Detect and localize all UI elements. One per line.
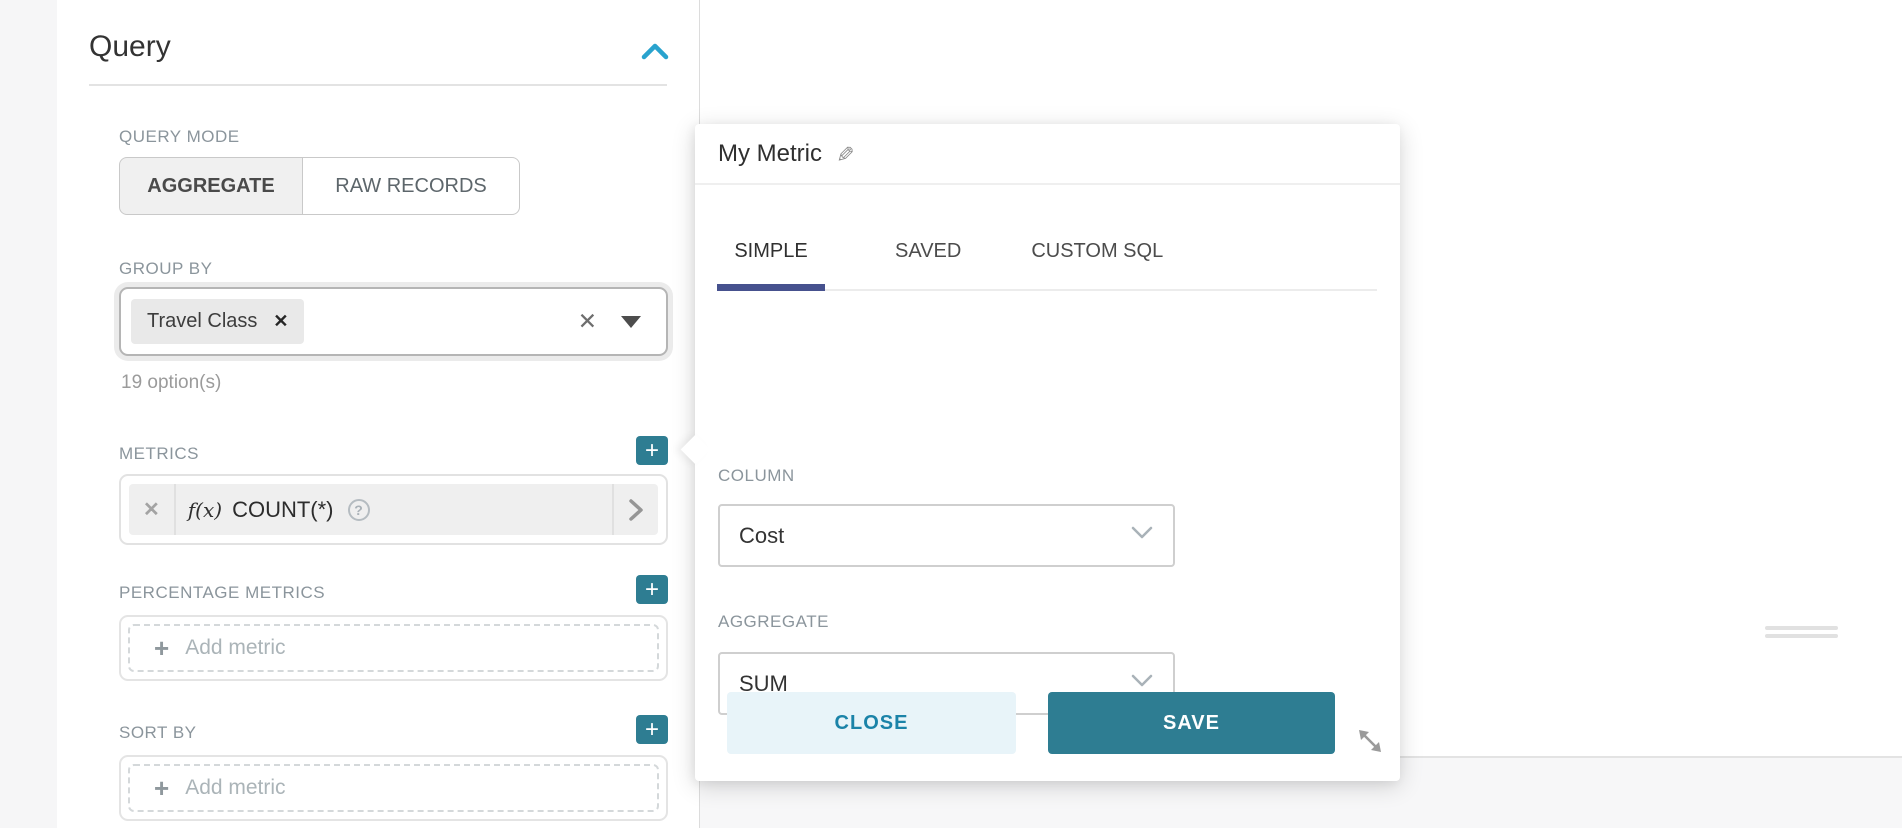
add-metric-dropzone[interactable]: + Add metric [128,624,659,672]
edit-title-pencil-icon[interactable]: ✎ [832,144,858,163]
function-icon: f(x) [187,497,223,522]
left-gutter [0,0,57,828]
sort-by-label: SORT BY [119,723,197,742]
tag-remove-icon[interactable]: ✕ [273,311,289,331]
drag-handle-line [1765,634,1838,638]
group-by-label: GROUP BY [119,259,213,278]
plus-icon: + [154,773,170,803]
metric-remove-icon[interactable]: ✕ [143,499,160,521]
percentage-metrics-label: PERCENTAGE METRICS [119,583,326,602]
popover-resize-handle[interactable] [1355,724,1385,758]
raw-records-mode-button[interactable]: RAW RECORDS [303,157,520,215]
metric-expand-caret-icon[interactable] [627,497,645,523]
add-sort-metric-button[interactable]: + [636,715,668,744]
metric-pill[interactable]: ✕ f(x) COUNT(*) ? [129,484,658,535]
add-percentage-metric-button[interactable]: + [636,575,668,604]
column-select[interactable]: Cost [718,504,1175,567]
panel-drag-handle[interactable] [1765,626,1838,638]
column-label: COLUMN [718,466,795,485]
metric-tabs: SIMPLE SAVED CUSTOM SQL [695,233,1400,291]
query-mode-toggle: AGGREGATE RAW RECORDS [119,157,520,215]
metrics-control: ✕ f(x) COUNT(*) ? [119,474,668,545]
sort-by-control: + Add metric [119,755,668,821]
tabs-border [717,284,1377,291]
pill-divider [173,484,176,535]
popover-header: My Metric ✎ [695,124,1400,185]
save-button[interactable]: SAVE [1048,692,1335,754]
metric-edit-popover: My Metric ✎ SIMPLE SAVED CUSTOM SQL COLU… [680,124,1400,781]
group-by-select[interactable]: Travel Class ✕ ✕ [119,287,668,356]
metrics-label: METRICS [119,444,199,463]
add-metric-placeholder: Add metric [185,636,286,659]
collapse-section-button[interactable] [641,42,669,62]
close-button[interactable]: CLOSE [727,692,1016,754]
active-tab-indicator [717,284,825,291]
options-count: 19 option(s) [121,372,222,393]
group-by-tag: Travel Class ✕ [131,299,305,344]
column-value: Cost [739,522,785,548]
plus-icon: + [644,715,659,743]
chevron-down-icon [1130,673,1154,694]
pill-divider-right [612,484,614,535]
query-section-title: Query [89,30,171,63]
select-caret-down-icon[interactable] [621,315,641,328]
add-metric-placeholder: Add metric [185,776,286,799]
select-clear-icon[interactable]: ✕ [577,308,597,334]
add-metric-dropzone[interactable]: + Add metric [128,764,659,812]
plus-icon: + [154,633,170,663]
chevron-down-icon [1130,525,1154,546]
add-metric-button[interactable]: + [636,436,668,465]
query-mode-label: QUERY MODE [119,127,240,146]
tab-simple[interactable]: SIMPLE [734,240,808,262]
aggregate-label: AGGREGATE [718,612,829,631]
aggregate-value: SUM [739,670,788,696]
popover-arrow [680,434,711,465]
tag-label: Travel Class [147,310,258,332]
tab-saved[interactable]: SAVED [895,240,962,262]
percentage-metrics-control: + Add metric [119,615,668,681]
aggregate-mode-button[interactable]: AGGREGATE [119,157,303,215]
resize-diagonal-icon [1355,730,1385,762]
plus-icon: + [644,575,659,603]
chevron-up-icon [641,43,669,66]
tab-custom-sql[interactable]: CUSTOM SQL [1031,240,1164,262]
metric-name: COUNT(*) [232,496,334,522]
drag-handle-line [1765,626,1838,630]
plus-icon: + [644,436,659,464]
section-header-rule [89,84,667,86]
help-icon: ? [347,498,370,521]
metric-title: My Metric [718,139,822,167]
